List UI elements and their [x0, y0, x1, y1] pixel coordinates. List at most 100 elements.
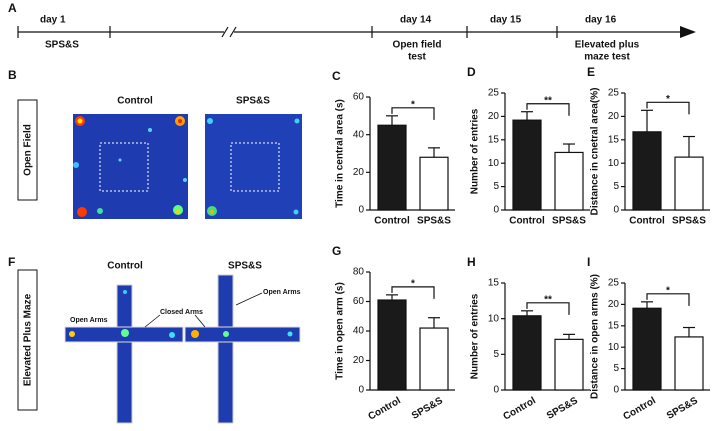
- y-axis-label: Distance in open arms (%): [590, 274, 601, 399]
- break-mark: [221, 26, 229, 38]
- x-tick-label: SPS&S: [545, 395, 580, 422]
- significance-label: *: [411, 279, 415, 290]
- y-axis-label: Distance in cnetral area(%): [590, 88, 601, 216]
- x-tick-label: Control: [374, 216, 410, 227]
- bar: [632, 307, 662, 391]
- y-tick-label: 60: [353, 92, 365, 103]
- panel-label: D: [467, 65, 476, 79]
- bar: [674, 336, 704, 391]
- bar: [554, 338, 584, 391]
- panel-label: A: [8, 1, 17, 15]
- x-tick-label: SPS&S: [552, 216, 586, 227]
- x-tick-label: Control: [509, 216, 545, 227]
- x-tick-label: SPS&S: [665, 395, 700, 422]
- y-tick-label: 0: [358, 385, 364, 396]
- x-tick-label: SPS&S: [672, 216, 706, 227]
- day-label: day 16: [585, 15, 617, 26]
- group-label: SPS&S: [228, 261, 262, 272]
- bar: [512, 315, 542, 391]
- side-box: [17, 269, 38, 411]
- day-label: day 14: [400, 15, 432, 26]
- y-tick-label: 60: [353, 296, 365, 307]
- event-label: test: [408, 52, 426, 63]
- significance-bracket: [391, 107, 435, 120]
- break-mark: [229, 26, 237, 38]
- bar: [674, 156, 704, 211]
- y-axis-label: Number of entries: [470, 108, 481, 194]
- y-tick-label: 5: [493, 349, 499, 360]
- y-axis-label: Time in open arm (s): [335, 282, 346, 380]
- y-tick-label: 80: [353, 267, 365, 278]
- y-tick-label: 10: [488, 158, 500, 169]
- y-axis-label: Number of entries: [470, 293, 481, 379]
- significance-bracket: [646, 101, 690, 115]
- panel-label: F: [8, 255, 15, 269]
- event-label: maze test: [584, 52, 630, 63]
- event-label: Open field: [393, 40, 442, 51]
- timeline-ticks: [17, 26, 558, 38]
- significance-label: *: [411, 99, 415, 110]
- arrow: [235, 292, 263, 306]
- y-tick-label: 20: [608, 111, 620, 122]
- group-label: Control: [117, 96, 153, 107]
- maze: [64, 284, 184, 424]
- significance-bracket: [526, 103, 570, 116]
- y-tick-label: 15: [608, 320, 620, 331]
- bar: [632, 131, 662, 211]
- day-label: day 15: [490, 15, 522, 26]
- y-tick-label: 15: [488, 134, 500, 145]
- significance-label: **: [544, 294, 552, 305]
- x-tick-label: Control: [622, 395, 658, 422]
- y-tick-label: 20: [488, 111, 500, 122]
- y-tick-label: 0: [358, 205, 364, 216]
- panel-label: G: [332, 244, 341, 258]
- x-tick-label: Control: [502, 395, 538, 422]
- x-tick-label: SPS&S: [410, 395, 445, 422]
- y-tick-label: 10: [608, 158, 620, 169]
- y-tick-label: 5: [613, 363, 619, 374]
- y-tick-label: 25: [488, 88, 500, 99]
- y-tick-label: 0: [613, 205, 619, 216]
- side-label: Open Field: [23, 124, 34, 176]
- bar: [419, 156, 449, 211]
- y-tick-label: 15: [488, 278, 500, 289]
- day-label: day 1: [40, 15, 66, 26]
- side-label: Elevated Plus Maze: [23, 293, 34, 386]
- panel-label: B: [8, 68, 17, 82]
- y-axis-label: Time in central area (s): [335, 99, 346, 208]
- group-label: SPS&S: [236, 96, 270, 107]
- y-tick-label: 20: [353, 355, 365, 366]
- y-tick-label: 25: [608, 88, 620, 99]
- x-tick-label: SPS&S: [417, 216, 451, 227]
- y-tick-label: 5: [493, 181, 499, 192]
- maze-annotation: Closed Arms: [160, 309, 203, 316]
- bar: [377, 124, 407, 211]
- y-tick-label: 0: [493, 385, 499, 396]
- panel-label: H: [467, 255, 476, 269]
- significance-label: *: [666, 94, 670, 105]
- maze-annotation: Open Arms: [263, 289, 301, 296]
- y-tick-label: 10: [488, 313, 500, 324]
- panel-label: I: [587, 255, 590, 269]
- y-tick-label: 40: [353, 129, 365, 140]
- bar: [419, 327, 449, 391]
- panel-label: C: [332, 69, 341, 83]
- significance-label: *: [666, 285, 670, 296]
- bar: [554, 151, 584, 211]
- bar: [377, 299, 407, 391]
- bar: [512, 119, 542, 211]
- arrow: [99, 311, 117, 319]
- arrow: [194, 314, 206, 328]
- y-tick-label: 0: [493, 205, 499, 216]
- significance-bracket: [391, 286, 435, 299]
- y-tick-label: 25: [608, 278, 620, 289]
- heatmap: [205, 114, 302, 219]
- y-tick-label: 0: [613, 385, 619, 396]
- event-label: Elevated plus: [575, 40, 640, 51]
- maze-annotation: Open Arms: [70, 317, 108, 324]
- y-tick-label: 5: [613, 181, 619, 192]
- y-tick-label: 20: [353, 167, 365, 178]
- panel-label: E: [587, 65, 595, 79]
- y-tick-label: 10: [608, 342, 620, 353]
